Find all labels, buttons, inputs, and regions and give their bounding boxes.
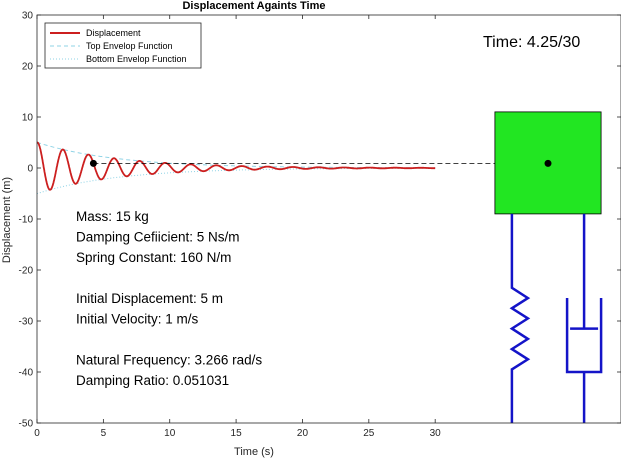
series-displacement: [37, 141, 436, 191]
x-tick-label: 30: [430, 428, 442, 439]
current-point-marker: [89, 159, 97, 167]
info-line: Damping Cefiicient: 5 Ns/m: [76, 230, 240, 245]
y-tick-label: -20: [19, 266, 34, 277]
legend-label-displacement: Displacement: [86, 28, 141, 38]
legend-label-top-envelope: Top Envelop Function: [86, 41, 173, 51]
chart-title: Displacement Againts Time: [182, 0, 325, 12]
info-line: Initial Displacement: 5 m: [76, 291, 223, 306]
y-axis-ticks: -50 -40 -30 -20 -10 0 10 20 30: [19, 11, 621, 430]
y-tick-label: -50: [19, 419, 34, 430]
info-line: Damping Ratio: 0.051031: [76, 373, 229, 388]
info-line: Spring Constant: 160 N/m: [76, 250, 231, 265]
y-axis-label: Displacement (m): [1, 177, 13, 263]
x-tick-label: 10: [164, 428, 176, 439]
legend-label-bottom-envelope: Bottom Envelop Function: [86, 54, 187, 64]
x-axis-ticks: 0 5 10 15 20 25 30: [34, 15, 441, 439]
x-tick-label: 15: [231, 428, 243, 439]
legend: Displacement Top Envelop Function Bottom…: [44, 22, 202, 69]
time-readout: Time: 4.25/30: [483, 34, 580, 51]
y-tick-label: 30: [22, 11, 34, 22]
x-tick-label: 5: [101, 428, 107, 439]
x-tick-label: 25: [363, 428, 375, 439]
parameter-info: Mass: 15 kg Damping Cefiicient: 5 Ns/m Spr…: [76, 209, 262, 388]
info-line: Mass: 15 kg: [76, 209, 149, 224]
y-tick-label: -30: [19, 317, 34, 328]
y-tick-label: 20: [22, 62, 34, 73]
y-tick-label: -40: [19, 368, 34, 379]
info-line: Initial Velocity: 1 m/s: [76, 312, 199, 327]
x-axis-label: Time (s): [234, 446, 274, 458]
mass-center-marker: [544, 159, 552, 167]
plot-area: [36, 111, 603, 423]
y-tick-label: 10: [22, 113, 34, 124]
x-tick-label: 0: [34, 428, 40, 439]
info-line: Natural Frequency: 3.266 rad/s: [76, 353, 262, 368]
y-tick-label: 0: [27, 164, 33, 175]
x-tick-label: 20: [297, 428, 309, 439]
y-tick-label: -10: [19, 215, 34, 226]
spring: [509, 213, 531, 423]
